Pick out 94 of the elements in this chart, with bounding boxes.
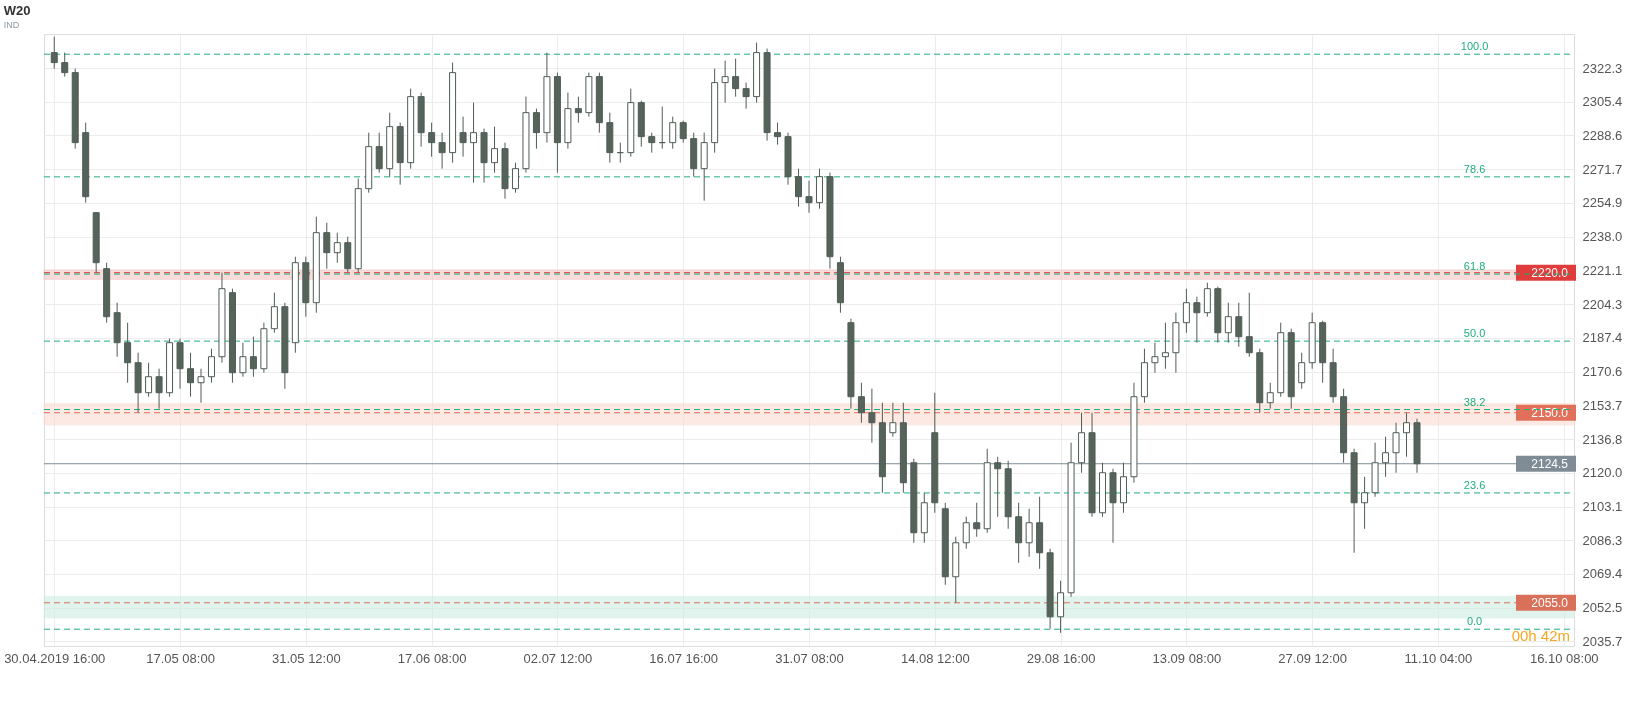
x-tick-label: 14.08 12:00 xyxy=(900,650,970,666)
candlestick xyxy=(574,96,582,124)
candlestick xyxy=(207,348,215,384)
candlestick xyxy=(742,82,750,110)
y-tick-label: 2136.8 xyxy=(1582,431,1623,447)
candlestick xyxy=(470,102,478,184)
x-tick-label: 11.10 04:00 xyxy=(1404,650,1473,666)
annotation: 78.6 xyxy=(1463,162,1486,175)
annotation: 100.0 xyxy=(1460,40,1489,53)
x-tick-label: 13.09 08:00 xyxy=(1152,650,1222,666)
annotation: 61.8 xyxy=(1463,260,1486,273)
candlestick xyxy=(428,122,436,158)
candlestick xyxy=(868,388,876,444)
x-tick-label: 17.05 08:00 xyxy=(146,650,215,666)
x-tick-label: 17.06 08:00 xyxy=(397,650,467,666)
candlestick xyxy=(155,368,163,410)
candlestick xyxy=(197,368,205,404)
y-tick-label: 2103.1 xyxy=(1582,499,1623,515)
y-tick-label: 2238.0 xyxy=(1582,229,1623,245)
y-tick-label: 2254.9 xyxy=(1582,195,1623,211)
candlestick xyxy=(795,168,803,208)
candlestick xyxy=(1245,292,1253,358)
candlestick xyxy=(679,120,687,144)
candlestick xyxy=(1193,296,1201,344)
annotation: 38.2 xyxy=(1463,395,1486,408)
candlestick xyxy=(491,126,499,174)
candlestick xyxy=(962,516,970,550)
x-tick-label: 27.09 12:00 xyxy=(1278,650,1348,666)
y-tick-label: 2153.7 xyxy=(1582,397,1623,413)
candlestick xyxy=(1382,436,1390,478)
x-tick-label: 16.07 16:00 xyxy=(649,650,719,666)
candlestick xyxy=(857,382,865,424)
chart-title: W20 xyxy=(3,3,31,18)
y-tick-label: 2187.4 xyxy=(1582,330,1623,346)
candlestick xyxy=(145,362,153,398)
candlestick xyxy=(1025,508,1033,558)
annotation: 0.0 xyxy=(1466,615,1483,628)
candlestick xyxy=(61,52,69,78)
annotation: 50.0 xyxy=(1463,327,1486,340)
candlestick xyxy=(333,232,341,264)
y-tick-label: 2170.6 xyxy=(1582,364,1623,380)
candlestick xyxy=(973,502,981,538)
candlestick xyxy=(805,180,813,214)
x-tick-label: 31.07 08:00 xyxy=(775,650,844,666)
candlestick xyxy=(323,222,331,270)
candlestick xyxy=(438,132,446,170)
candlestick xyxy=(124,322,132,384)
y-tick-label: 2271.7 xyxy=(1582,161,1623,177)
chart-subtitle: IND xyxy=(3,20,20,30)
candlestick xyxy=(375,132,383,174)
x-tick-label: 30.04.2019 16:00 xyxy=(4,650,106,666)
candlestick xyxy=(889,402,897,438)
annotation: 23.6 xyxy=(1463,478,1486,491)
x-tick-label: 29.08 16:00 xyxy=(1026,650,1096,666)
candlestick xyxy=(239,342,247,378)
y-tick-label: 2288.6 xyxy=(1582,127,1623,143)
candlestick xyxy=(1235,302,1243,348)
y-tick-label: 2052.5 xyxy=(1582,600,1623,616)
y-tick-label: 2221.1 xyxy=(1582,262,1623,278)
x-tick-label: 02.07 12:00 xyxy=(523,650,593,666)
candlestick xyxy=(270,292,278,334)
x-tick-label: 16.10 08:00 xyxy=(1529,650,1599,666)
candlestick xyxy=(459,116,467,158)
y-tick-label: 2322.3 xyxy=(1582,60,1623,76)
y-tick-label: 2035.7 xyxy=(1582,633,1623,649)
candlestick xyxy=(1392,422,1400,474)
candlestick xyxy=(669,116,677,150)
candlestick xyxy=(1224,302,1232,344)
candlestick xyxy=(249,336,257,378)
candlestick xyxy=(1266,382,1274,410)
candlestick xyxy=(511,162,519,194)
annotation: 00h 42m xyxy=(1511,627,1570,644)
candlestick xyxy=(648,132,656,154)
candlestick xyxy=(1361,476,1369,530)
y-tick-label: 2204.3 xyxy=(1582,296,1623,312)
x-tick-label: 31.05 12:00 xyxy=(271,650,341,666)
y-tick-label: 2086.3 xyxy=(1582,532,1623,548)
candlestick xyxy=(1298,352,1306,390)
candlestick xyxy=(187,352,195,398)
candlestick xyxy=(1182,288,1190,334)
candlestick xyxy=(1161,322,1169,370)
candlestick xyxy=(994,456,1002,518)
candlestick xyxy=(774,122,782,146)
y-tick-label: 2305.4 xyxy=(1582,94,1623,110)
candlestick xyxy=(1151,342,1159,374)
candlestick xyxy=(50,36,58,70)
candlestick xyxy=(532,108,540,150)
y-tick-label: 2120.0 xyxy=(1582,465,1623,481)
y-tick-label: 2069.4 xyxy=(1582,566,1623,582)
candlestick xyxy=(1403,412,1411,458)
candlestick xyxy=(732,58,740,98)
ref-line-label: 2055.0 xyxy=(1531,595,1569,610)
candlestick xyxy=(721,60,729,104)
ref-line-label: 2124.5 xyxy=(1531,456,1569,471)
